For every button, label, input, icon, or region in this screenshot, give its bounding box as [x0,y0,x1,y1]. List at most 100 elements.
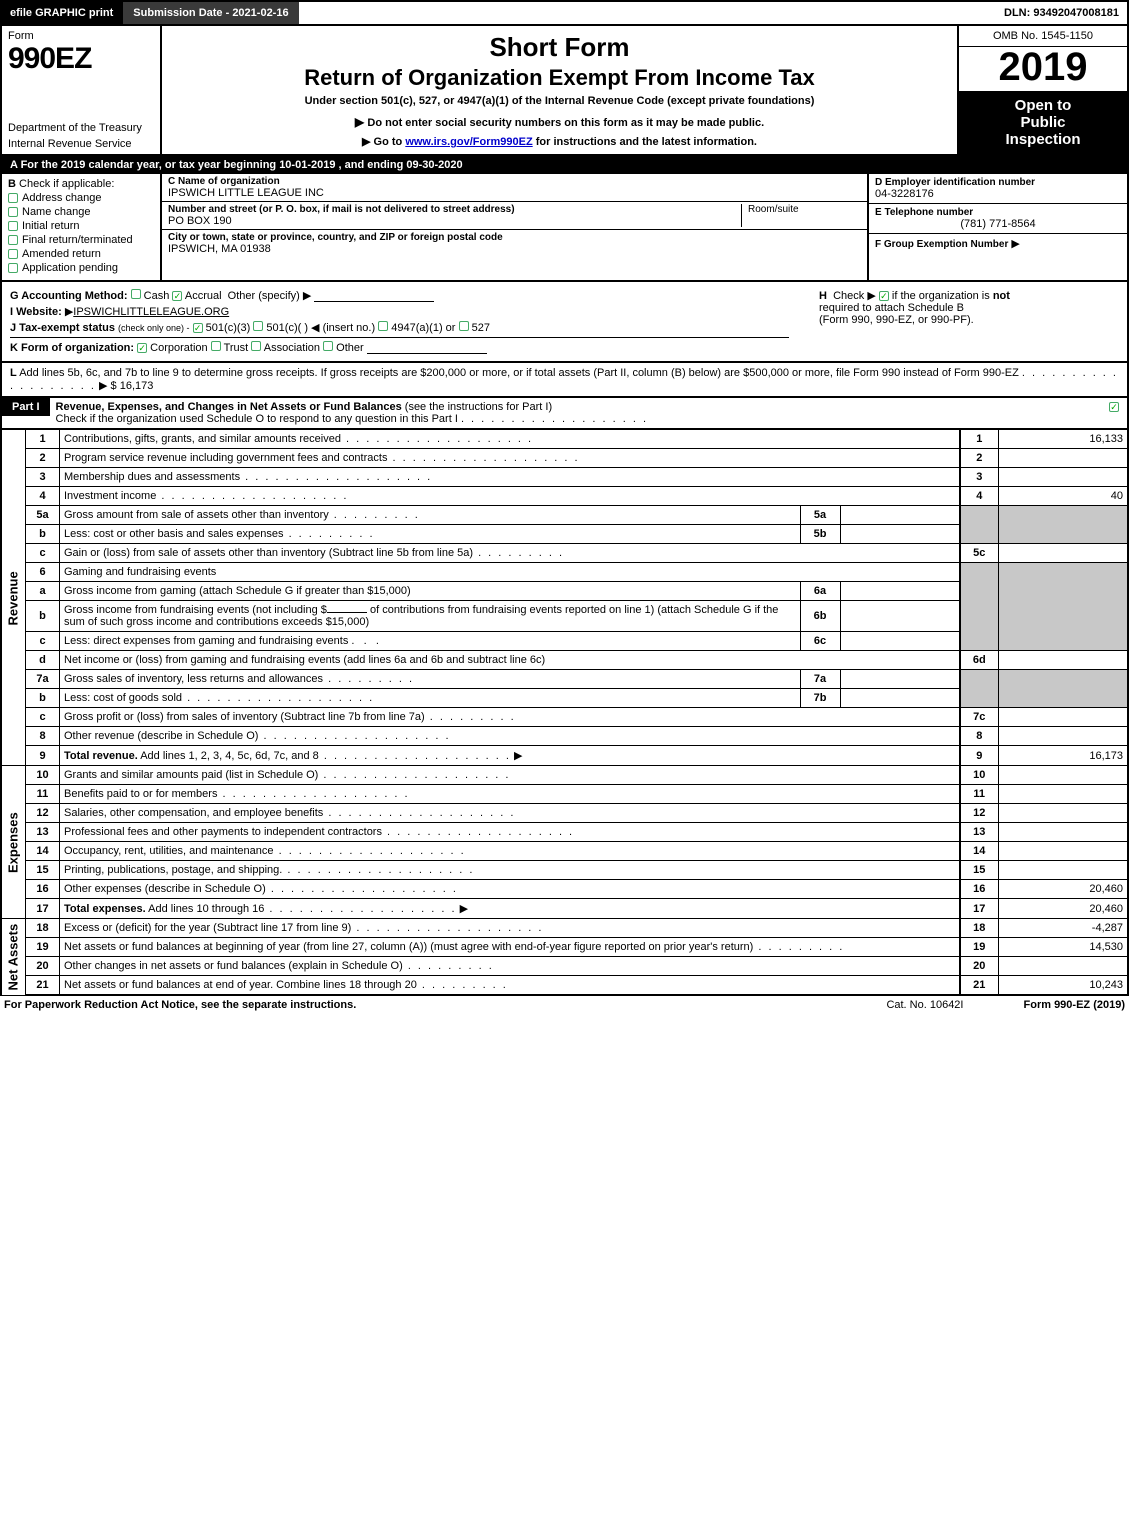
name-change-checkbox[interactable] [8,207,18,217]
accrual-checkbox[interactable] [172,291,182,301]
part-1-label: Part I [2,398,50,416]
line-12-desc: Salaries, other compensation, and employ… [60,804,961,823]
ein-value: 04-3228176 [875,188,1121,200]
form-number: 990EZ [8,42,154,76]
line-4-desc: Investment income [60,487,961,506]
line-3-desc: Membership dues and assessments [60,468,961,487]
accrual-label: Accrual [185,290,222,302]
line-21-desc: Net assets or fund balances at end of ye… [60,976,961,996]
website-value[interactable]: IPSWICHLITTLELEAGUE.ORG [73,306,229,318]
501c3-checkbox[interactable] [193,323,203,333]
line-6c-no: c [26,632,60,651]
org-name-label: C Name of organization [168,176,861,187]
line-11-rno: 11 [960,785,998,804]
line-2-desc: Program service revenue including govern… [60,449,961,468]
group-exemption-label: F Group Exemption Number [875,239,1008,250]
address-change-checkbox[interactable] [8,193,18,203]
line-1-val: 16,133 [998,430,1128,449]
line-7c-rno: 7c [960,708,998,727]
return-title: Return of Organization Exempt From Incom… [170,65,949,91]
phone-label: E Telephone number [875,207,1121,218]
line-10-rno: 10 [960,766,998,785]
schedule-o-checkbox[interactable] [1101,398,1127,416]
line-13-desc: Professional fees and other payments to … [60,823,961,842]
line-i: I Website: ▶IPSWICHLITTLELEAGUE.ORG [10,305,789,318]
other-specify-input[interactable] [314,290,434,302]
goto-prefix: Go to [374,136,406,148]
501c-label: 501(c)( ) [266,322,308,334]
efile-print-button[interactable]: efile GRAPHIC print [2,2,121,24]
cash-checkbox[interactable] [131,289,141,299]
line-6c-sub: 6c [800,632,840,651]
schedule-b-checkbox[interactable] [879,291,889,301]
line-10-desc: Grants and similar amounts paid (list in… [60,766,961,785]
part-1-check-text: Check if the organization used Schedule … [56,413,458,425]
other-org-label: Other [336,342,364,354]
501c-checkbox[interactable] [253,321,263,331]
other-org-input[interactable] [367,342,487,354]
contrib-amount-input[interactable] [327,612,367,613]
line-5b-desc: Less: cost or other basis and sales expe… [60,525,801,544]
association-checkbox[interactable] [251,341,261,351]
line-8-no: 8 [26,727,60,746]
tax-period: A For the 2019 calendar year, or tax yea… [0,156,1129,174]
netassets-side-label: Net Assets [1,919,26,996]
line-6-desc: Gaming and fundraising events [60,563,961,582]
line-6c-subval [840,632,960,651]
line-12-no: 12 [26,804,60,823]
part-1-header: Part I Revenue, Expenses, and Changes in… [0,398,1129,430]
line-6a-sub: 6a [800,582,840,601]
line-18-no: 18 [26,919,60,938]
paperwork-notice: For Paperwork Reduction Act Notice, see … [4,999,356,1011]
line-6b-desc: Gross income from fundraising events (no… [60,601,801,632]
open-public-badge: Open to Public Inspection [959,91,1127,154]
line-9-val: 16,173 [998,746,1128,766]
line-7-shade [960,670,998,708]
page-footer: For Paperwork Reduction Act Notice, see … [0,996,1129,1014]
submission-date: Submission Date - 2021-02-16 [121,2,298,24]
line-l: L Add lines 5b, 6c, and 7b to line 9 to … [10,367,1119,392]
corporation-checkbox[interactable] [137,343,147,353]
line-7a-desc: Gross sales of inventory, less returns a… [60,670,801,689]
line-14-desc: Occupancy, rent, utilities, and maintena… [60,842,961,861]
line-5c-rno: 5c [960,544,998,563]
revenue-side-label: Revenue [1,430,26,766]
line-6-shade [960,563,998,651]
ein-label: D Employer identification number [875,177,1121,188]
line-16-val: 20,460 [998,880,1128,899]
line-4-rno: 4 [960,487,998,506]
other-org-checkbox[interactable] [323,341,333,351]
under-section: Under section 501(c), 527, or 4947(a)(1)… [170,95,949,107]
line-20-rno: 20 [960,957,998,976]
line-16-desc: Other expenses (describe in Schedule O) [60,880,961,899]
line-1-no: 1 [26,430,60,449]
line-12-val [998,804,1128,823]
initial-return-checkbox[interactable] [8,221,18,231]
527-label: 527 [472,322,490,334]
line-5ab-shade [960,506,998,544]
line-7b-sub: 7b [800,689,840,708]
header-left: Form 990EZ Department of the Treasury In… [2,26,162,154]
trust-checkbox[interactable] [211,341,221,351]
amended-return-checkbox[interactable] [8,249,18,259]
line-18-desc: Excess or (deficit) for the year (Subtra… [60,919,961,938]
527-checkbox[interactable] [459,321,469,331]
final-return-checkbox[interactable] [8,235,18,245]
section-b-label: B [8,178,16,190]
line-6b-subval [840,601,960,632]
line-6b-no: b [26,601,60,632]
4947-checkbox[interactable] [378,321,388,331]
section-d-e-f: D Employer identification number 04-3228… [867,174,1127,280]
line-g: G Accounting Method: Cash Accrual Other … [10,289,789,302]
line-17-rno: 17 [960,899,998,919]
ssn-notice-text: Do not enter social security numbers on … [367,117,764,129]
application-pending-checkbox[interactable] [8,263,18,273]
corporation-label: Corporation [150,342,207,354]
org-name: IPSWICH LITTLE LEAGUE INC [168,187,861,199]
line-7a-sub: 7a [800,670,840,689]
line-16-no: 16 [26,880,60,899]
line-15-desc: Printing, publications, postage, and shi… [60,861,961,880]
header-right: OMB No. 1545-1150 2019 Open to Public In… [957,26,1127,154]
line-8-desc: Other revenue (describe in Schedule O) [60,727,961,746]
irs-link[interactable]: www.irs.gov/Form990EZ [405,136,532,148]
